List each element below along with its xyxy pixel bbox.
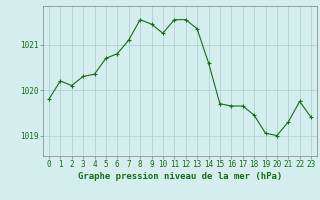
X-axis label: Graphe pression niveau de la mer (hPa): Graphe pression niveau de la mer (hPa) — [78, 172, 282, 181]
